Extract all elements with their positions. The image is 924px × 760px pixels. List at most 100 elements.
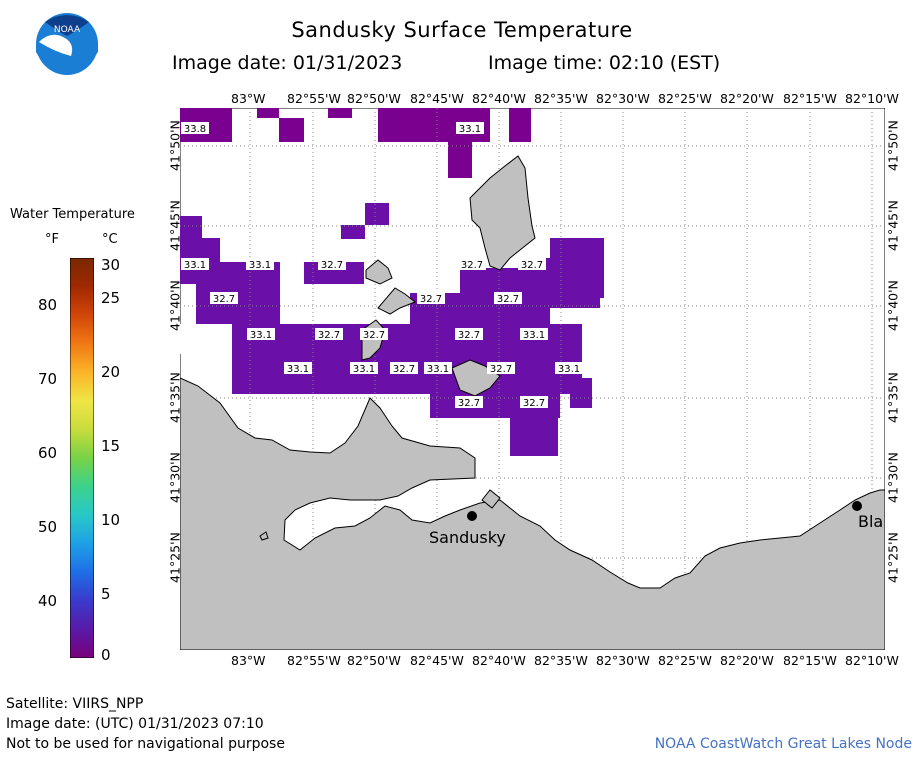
longitude-label-top: 82°30'W (596, 91, 650, 106)
temperature-value-label: 32.7 (318, 258, 346, 271)
temperature-value-label: 32.7 (458, 258, 486, 271)
longitude-label-bottom: 82°20'W (720, 653, 774, 668)
temperature-value-label: 32.7 (520, 396, 548, 409)
fahrenheit-tick-label: 70 (38, 370, 58, 388)
longitude-label-bottom: 82°40'W (472, 653, 526, 668)
svg-text:32.7: 32.7 (521, 260, 543, 271)
fahrenheit-tick-label: 50 (38, 518, 58, 536)
svg-text:NOAA: NOAA (54, 25, 81, 35)
fahrenheit-tick-label: 80 (38, 296, 58, 314)
longitude-label-top: 82°35'W (534, 91, 588, 106)
longitude-label-bottom: 82°15'W (783, 653, 837, 668)
latitude-label-left: 41°30'N (167, 452, 183, 503)
temperature-value-label: 32.7 (315, 328, 343, 341)
svg-text:33.8: 33.8 (184, 124, 206, 135)
svg-text:33.1: 33.1 (250, 330, 272, 341)
legend-unit-celsius: °C (102, 232, 118, 247)
image-date-label: Image date: 01/31/2023 (172, 52, 403, 74)
sandusky-map: 33.8 33.1 33.1 33.1 32.7 32.7 32.7 32.7 32.7 33.1… (180, 108, 885, 650)
temperature-value-label: 32.7 (518, 258, 546, 271)
latitude-label-right: 41°45'N (885, 200, 901, 251)
svg-text:33.1: 33.1 (249, 260, 271, 271)
latitude-label-right: 41°25'N (885, 532, 901, 583)
svg-text:33.1: 33.1 (558, 364, 580, 375)
celsius-tick-label: 10 (101, 511, 121, 529)
longitude-label-bottom: 82°35'W (534, 653, 588, 668)
temperature-value-label: 33.1 (555, 362, 583, 375)
longitude-label-top: 82°20'W (720, 91, 774, 106)
longitude-label-top: 82°50'W (347, 91, 401, 106)
svg-text:33.1: 33.1 (427, 364, 449, 375)
satellite-label: Satellite: VIIRS_NPP (6, 696, 144, 712)
longitude-label-top: 82°40'W (472, 91, 526, 106)
navigation-warning: Not to be used for navigational purpose (6, 736, 285, 752)
temperature-value-label: 33.1 (424, 362, 452, 375)
temperature-value-label: 33.8 (181, 122, 209, 135)
svg-text:32.7: 32.7 (393, 364, 415, 375)
svg-text:32.7: 32.7 (321, 260, 343, 271)
latitude-label-left: 41°25'N (167, 532, 183, 583)
longitude-label-top: 83°W (231, 91, 266, 106)
temperature-value-label: 33.1 (350, 362, 378, 375)
image-time-label: Image time: 02:10 (EST) (488, 52, 721, 74)
water-temperature-pixels (180, 108, 604, 456)
temperature-value-label: 32.7 (487, 362, 515, 375)
temperature-value-label: 32.7 (455, 396, 483, 409)
temperature-value-label: 33.1 (456, 122, 484, 135)
celsius-tick-label: 30 (101, 256, 121, 274)
longitude-label-top: 82°25'W (658, 91, 712, 106)
latitude-label-right: 41°35'N (885, 372, 901, 423)
longitude-label-top: 82°10'W (845, 91, 899, 106)
utc-date-label: Image date: (UTC) 01/31/2023 07:10 (6, 716, 264, 732)
temperature-value-label: 32.7 (455, 328, 483, 341)
svg-text:33.1: 33.1 (523, 330, 545, 341)
temperature-value-label: 32.7 (390, 362, 418, 375)
latitude-label-left: 41°45'N (167, 200, 183, 251)
noaa-logo: NOAA (35, 12, 99, 76)
latitude-label-left: 41°35'N (167, 372, 183, 423)
map-title: Sandusky Surface Temperature (291, 18, 633, 42)
temperature-colorbar (69, 257, 95, 659)
longitude-label-bottom: 82°25'W (658, 653, 712, 668)
celsius-tick-label: 25 (101, 289, 121, 307)
svg-text:32.7: 32.7 (461, 260, 483, 271)
temperature-value-label: 33.1 (247, 328, 275, 341)
temperature-value-label: 33.1 (520, 328, 548, 341)
longitude-label-bottom: 82°55'W (287, 653, 341, 668)
svg-text:32.7: 32.7 (318, 330, 340, 341)
svg-text:33.1: 33.1 (353, 364, 375, 375)
legend-heading: Water Temperature (10, 207, 135, 222)
fahrenheit-tick-label: 40 (38, 592, 58, 610)
svg-text:32.7: 32.7 (363, 330, 385, 341)
celsius-tick-label: 20 (101, 363, 121, 381)
colorbar-gradient (69, 257, 95, 659)
latitude-label-right: 41°30'N (885, 452, 901, 503)
svg-text:32.7: 32.7 (458, 398, 480, 409)
longitude-label-top: 82°55'W (287, 91, 341, 106)
longitude-label-top: 82°15'W (783, 91, 837, 106)
fahrenheit-tick-label: 60 (38, 444, 58, 462)
svg-text:33.1: 33.1 (459, 124, 481, 135)
svg-text:33.1: 33.1 (287, 364, 309, 375)
longitude-label-top: 82°45'W (410, 91, 464, 106)
latitude-label-left: 41°50'N (167, 120, 183, 171)
city-bla-marker (852, 501, 862, 511)
celsius-tick-label: 5 (101, 585, 111, 603)
legend-unit-fahrenheit: °F (45, 232, 59, 247)
svg-text:33.1: 33.1 (184, 260, 206, 271)
longitude-label-bottom: 82°45'W (410, 653, 464, 668)
celsius-tick-label: 15 (101, 437, 121, 455)
longitude-label-bottom: 82°30'W (596, 653, 650, 668)
latitude-label-left: 41°40'N (167, 280, 183, 331)
temperature-value-label: 33.1 (181, 258, 209, 271)
svg-text:32.7: 32.7 (523, 398, 545, 409)
temperature-value-label: 32.7 (494, 292, 522, 305)
temperature-value-label: 32.7 (417, 292, 445, 305)
svg-text:32.7: 32.7 (458, 330, 480, 341)
temperature-value-label: 32.7 (210, 292, 238, 305)
city-sandusky-label: Sandusky (429, 528, 506, 547)
svg-text:32.7: 32.7 (213, 294, 235, 305)
temperature-value-label: 32.7 (360, 328, 388, 341)
longitude-label-bottom: 82°50'W (347, 653, 401, 668)
city-bla-label: Bla (858, 512, 884, 531)
